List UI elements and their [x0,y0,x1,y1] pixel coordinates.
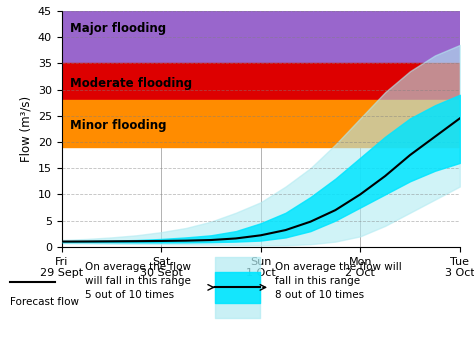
Bar [62,63,460,100]
Bar [62,100,460,147]
Text: Moderate flooding: Moderate flooding [70,77,191,90]
Y-axis label: Flow (m³/s): Flow (m³/s) [19,96,32,162]
Text: fall in this range: fall in this range [275,276,360,286]
Text: Forecast flow: Forecast flow [10,297,79,307]
Text: On average the flow will: On average the flow will [275,262,402,272]
Text: 8 out of 10 times: 8 out of 10 times [275,290,364,301]
Text: Minor flooding: Minor flooding [70,119,166,132]
Text: will fall in this range: will fall in this range [85,276,191,286]
Text: 5 out of 10 times: 5 out of 10 times [85,290,174,301]
Bar [62,11,460,63]
Text: Major flooding: Major flooding [70,22,166,35]
Text: On average the flow: On average the flow [85,262,191,272]
